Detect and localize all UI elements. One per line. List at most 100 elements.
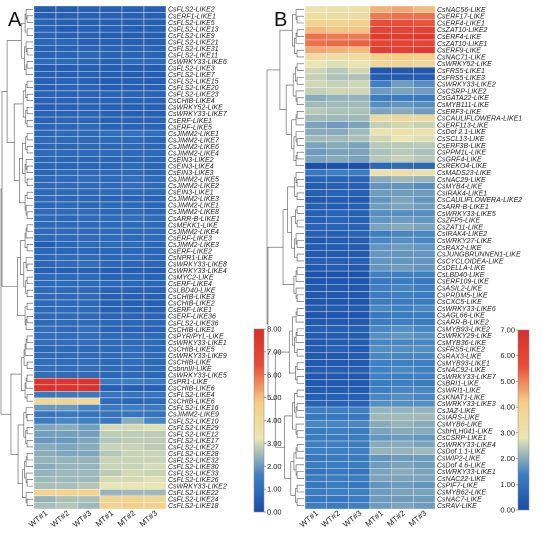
heatmap-cell [99, 5, 123, 13]
heatmap-cell [348, 100, 371, 109]
dendrogram-branch [296, 29, 304, 37]
heatmap-cell [77, 371, 101, 379]
heatmap-cell [369, 128, 392, 136]
heatmap-cell [55, 156, 79, 163]
heatmap-cell [99, 25, 123, 33]
dendrogram-branch [26, 479, 33, 487]
heatmap-cell [99, 280, 123, 288]
colorbar-gradient [253, 328, 265, 513]
dendrogram-branch [296, 206, 304, 214]
colorbar-tick-label: 6.00 [500, 351, 515, 360]
colorbar-tick-label: 5.00 [500, 377, 515, 386]
heatmap-cell [326, 406, 349, 415]
heatmap-cell [369, 400, 392, 408]
gene-label: CsJIMM2-LIKE5 [168, 177, 219, 184]
heatmap-cell [304, 148, 327, 156]
heatmap-cell [77, 293, 101, 301]
heatmap-cell [369, 196, 392, 204]
heatmap-cell [99, 417, 123, 425]
heatmap-cell [99, 123, 123, 131]
heatmap-cell [348, 216, 371, 224]
heatmap-cell [77, 397, 101, 405]
heatmap-cell [143, 417, 167, 425]
column-label: WT#1 [298, 508, 321, 529]
heatmap-cell [348, 413, 371, 421]
heatmap-cell [391, 39, 414, 47]
heatmap-cell [33, 195, 57, 203]
heatmap-cell [369, 372, 392, 381]
heatmap-cell [326, 332, 349, 340]
heatmap-cell [304, 440, 327, 449]
heatmap-cell [326, 26, 349, 34]
heatmap-cell [369, 393, 392, 401]
panel-b-colorbar: 0.00 1.00 2.00 3.00 4.00 5.00 6.00 7.00 [500, 326, 530, 515]
panel-a-letter: A [8, 9, 22, 31]
heatmap-cell [99, 201, 123, 209]
heatmap-cell [55, 436, 79, 444]
heatmap-cell [304, 474, 327, 482]
heatmap-cell [348, 440, 371, 449]
heatmap-cell [326, 168, 349, 177]
heatmap-cell [33, 116, 57, 124]
heatmap-cell [413, 94, 436, 102]
heatmap-cell [121, 58, 145, 65]
heatmap-cell [304, 67, 327, 75]
heatmap-cell [121, 410, 145, 418]
heatmap-cell [121, 325, 145, 333]
heatmap-cell [33, 352, 57, 359]
gene-label: CsWRKY52-LIKE [437, 61, 492, 68]
heatmap-cell [326, 134, 349, 143]
heatmap-cell [33, 417, 57, 425]
heatmap-cell [121, 423, 145, 431]
heatmap-cell [326, 434, 349, 442]
heatmap-cell [369, 454, 392, 462]
heatmap-cell [391, 196, 414, 204]
heatmap-cell [391, 264, 414, 272]
heatmap-cell [55, 234, 79, 242]
heatmap-cell [348, 67, 371, 75]
heatmap-cell [33, 404, 57, 412]
dendrogram-branch [287, 186, 295, 233]
gene-label: CsMYB6-LIKE [437, 421, 482, 428]
heatmap-cell [33, 391, 57, 399]
gene-label: CsMYB111-LIKE [437, 102, 489, 109]
dendrogram-branch [274, 351, 290, 448]
dendrogram-branch [25, 110, 28, 124]
dendrogram-branch [296, 389, 304, 398]
heatmap-cell [413, 413, 436, 421]
heatmap-cell [304, 230, 327, 238]
heatmap-cell [77, 325, 101, 333]
heatmap-cell [143, 352, 167, 359]
heatmap-cell [304, 12, 327, 20]
heatmap-cell [55, 12, 79, 20]
heatmap-cell [413, 148, 436, 156]
heatmap-cell [77, 352, 101, 359]
heatmap-cell [348, 461, 371, 469]
heatmap-cell [369, 230, 392, 238]
heatmap-cell [77, 312, 101, 320]
column-label: MT#2 [385, 508, 407, 528]
heatmap-cell [413, 359, 436, 367]
heatmap-cell [326, 440, 349, 449]
heatmap-cell [77, 391, 101, 399]
heatmap-cell [348, 386, 371, 394]
gene-label: CsFLS2-LIKE33 [168, 471, 219, 478]
heatmap-cell [413, 33, 436, 41]
heatmap-cell [391, 454, 414, 462]
gene-label: CsERF-LIKE3 [168, 235, 212, 242]
heatmap-cell [326, 236, 349, 245]
dendrogram-branch [26, 133, 33, 141]
gene-label: CsPRDM5-LIKE [437, 292, 488, 299]
heatmap-cell [348, 94, 371, 102]
heatmap-cell [391, 352, 414, 360]
heatmap-cell [348, 352, 371, 360]
heatmap-cell [33, 64, 57, 72]
heatmap-cell [391, 379, 414, 387]
heatmap-cell [304, 162, 327, 170]
dendrogram-branch [296, 348, 304, 357]
heatmap-cell [33, 502, 57, 510]
heatmap-cell [33, 136, 57, 144]
heatmap-cell [99, 84, 123, 92]
heatmap-cell [304, 298, 327, 306]
heatmap-cell [326, 39, 349, 47]
